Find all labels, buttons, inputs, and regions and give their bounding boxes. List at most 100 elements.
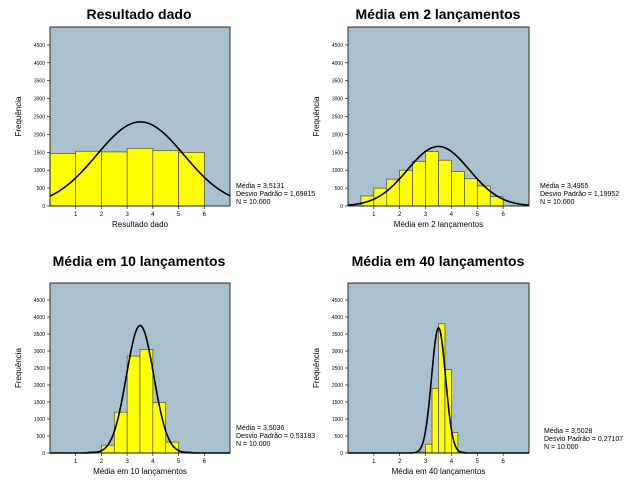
stats-line: N = 10.000 bbox=[540, 199, 575, 206]
y-tick-label: 4000 bbox=[34, 61, 45, 67]
x-tick-label: 2 bbox=[100, 459, 104, 465]
normal-curve bbox=[347, 145, 530, 206]
y-tick-label: 3500 bbox=[332, 332, 343, 338]
histogram-bar bbox=[373, 187, 388, 207]
histogram-bar bbox=[425, 151, 439, 207]
chart-title: Média em 10 lançamentos bbox=[53, 253, 226, 269]
y-tick-label: 0 bbox=[42, 451, 45, 457]
y-tick-label: 500 bbox=[335, 434, 344, 440]
x-tick-label: 3 bbox=[424, 459, 428, 465]
y-tick-label: 3000 bbox=[34, 97, 45, 103]
y-tick-label: 3500 bbox=[34, 332, 45, 338]
y-tick-label: 4500 bbox=[34, 43, 45, 49]
y-axis-label: Frequência bbox=[14, 347, 23, 388]
histogram-bar bbox=[412, 160, 426, 207]
x-tick-label: 1 bbox=[74, 212, 78, 218]
stats-line: Desvio Padrão = 0,53183 bbox=[236, 433, 315, 440]
x-axis-label: Média em 10 lançamentos bbox=[93, 467, 187, 476]
histogram-bar bbox=[451, 171, 465, 207]
histogram-bar bbox=[75, 150, 102, 207]
y-tick-label: 2500 bbox=[332, 366, 343, 372]
histogram-bar bbox=[178, 152, 205, 207]
y-tick-label: 2000 bbox=[34, 383, 45, 389]
y-tick-label: 0 bbox=[340, 204, 343, 210]
chart-title: Média em 40 lançamentos bbox=[352, 253, 525, 269]
chart-panel: Média em 40 lançamentos 0 500 1000 1500 2000 2… bbox=[312, 253, 623, 476]
y-tick-label: 3500 bbox=[332, 79, 343, 85]
x-axis-label: Média em 2 lançamentos bbox=[394, 220, 483, 229]
y-tick-label: 3000 bbox=[332, 349, 343, 355]
y-tick-label: 1000 bbox=[332, 417, 343, 423]
x-tick-label: 6 bbox=[501, 459, 505, 465]
x-tick-label: 3 bbox=[125, 459, 129, 465]
chart-panel: Média em 2 lançamentos050010001500200025… bbox=[312, 6, 619, 229]
y-tick-label: 2500 bbox=[332, 115, 343, 121]
y-tick-label: 4000 bbox=[332, 315, 343, 321]
histogram-bar bbox=[464, 178, 478, 207]
chart-panel: Resultado dado05001000150020002500300035… bbox=[14, 6, 315, 229]
x-tick-label: 6 bbox=[203, 459, 207, 465]
histogram-bar bbox=[113, 411, 128, 454]
y-tick-label: 4500 bbox=[332, 43, 343, 49]
x-tick-label: 3 bbox=[125, 212, 129, 218]
histogram-bar bbox=[425, 443, 433, 454]
histogram-bar bbox=[101, 151, 128, 207]
y-tick-label: 1500 bbox=[332, 400, 343, 406]
stats-line: Média = 3,5036 bbox=[236, 425, 285, 432]
x-tick-label: 4 bbox=[450, 459, 454, 465]
y-tick-label: 500 bbox=[37, 434, 46, 440]
y-tick-label: 1000 bbox=[34, 417, 45, 423]
x-tick-label: 1 bbox=[372, 459, 376, 465]
y-tick-label: 1000 bbox=[332, 168, 343, 174]
chart-title: Média em 2 lançamentos bbox=[356, 6, 521, 22]
y-tick-label: 2500 bbox=[34, 115, 45, 121]
y-tick-label: 3000 bbox=[34, 349, 45, 355]
y-tick-label: 4500 bbox=[34, 298, 45, 304]
stats-line: N = 10.000 bbox=[236, 199, 271, 206]
y-tick-label: 1000 bbox=[34, 168, 45, 174]
histogram-bar bbox=[49, 153, 77, 207]
x-tick-label: 1 bbox=[372, 212, 376, 218]
histogram-bar bbox=[152, 150, 179, 207]
normal-curve bbox=[49, 121, 231, 197]
stats-line: N = 10.000 bbox=[544, 444, 579, 451]
histogram-bar bbox=[126, 148, 154, 207]
y-tick-label: 2500 bbox=[34, 366, 45, 372]
y-axis-label: Frequência bbox=[312, 96, 321, 137]
y-tick-label: 500 bbox=[335, 186, 344, 192]
y-axis-label: Frequência bbox=[14, 96, 23, 137]
y-tick-label: 0 bbox=[340, 451, 343, 457]
stats-line: Média = 3,4955 bbox=[540, 183, 589, 190]
stats-line: N = 10.000 bbox=[236, 441, 271, 448]
chart-title: Resultado dado bbox=[86, 6, 191, 22]
stats-line: Desvio Padrão = 1,19952 bbox=[540, 191, 619, 198]
stats-line: Média = 3,5028 bbox=[544, 428, 593, 435]
y-tick-label: 1500 bbox=[34, 150, 45, 156]
histogram-bar bbox=[438, 159, 452, 207]
x-tick-label: 5 bbox=[476, 459, 480, 465]
y-tick-label: 500 bbox=[37, 186, 46, 192]
y-tick-label: 3500 bbox=[34, 79, 45, 85]
x-tick-label: 2 bbox=[398, 459, 402, 465]
y-tick-label: 2000 bbox=[332, 132, 343, 138]
stats-line: Desvio Padrão = 1,69815 bbox=[236, 191, 315, 198]
y-tick-label: 4500 bbox=[332, 298, 343, 304]
histogram-bar bbox=[386, 178, 401, 207]
x-tick-label: 6 bbox=[203, 212, 207, 218]
x-tick-label: 5 bbox=[476, 212, 480, 218]
y-tick-label: 2000 bbox=[34, 132, 45, 138]
y-tick-label: 4000 bbox=[332, 61, 343, 67]
x-tick-label: 6 bbox=[501, 212, 505, 218]
y-tick-label: 2000 bbox=[332, 383, 343, 389]
x-tick-label: 2 bbox=[398, 212, 402, 218]
x-tick-label: 2 bbox=[100, 212, 104, 218]
x-tick-label: 5 bbox=[177, 459, 181, 465]
y-axis-label: Frequência bbox=[312, 347, 321, 388]
histogram-bar bbox=[431, 388, 439, 454]
y-tick-label: 0 bbox=[42, 204, 45, 210]
x-tick-label: 5 bbox=[177, 212, 181, 218]
y-tick-label: 3000 bbox=[332, 97, 343, 103]
stats-line: Média = 3,5131 bbox=[236, 183, 285, 190]
y-tick-label: 1500 bbox=[332, 150, 343, 156]
x-tick-label: 1 bbox=[74, 459, 78, 465]
